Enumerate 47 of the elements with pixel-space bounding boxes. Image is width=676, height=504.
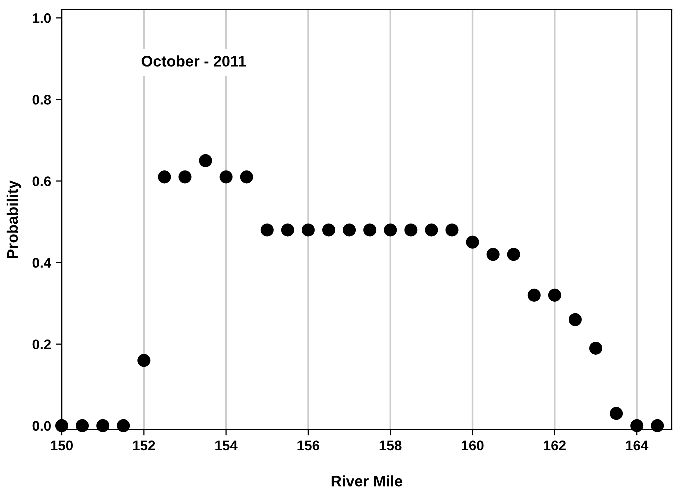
point <box>466 236 480 249</box>
point <box>610 407 624 420</box>
x-tick-label: 152 <box>133 440 156 451</box>
point <box>651 419 664 432</box>
point <box>322 224 336 237</box>
y-tick-label: 0.4 <box>32 258 52 268</box>
point <box>281 224 294 237</box>
point <box>76 419 90 432</box>
x-tick-label: 162 <box>544 440 566 451</box>
point <box>404 224 418 237</box>
y-tick-label: 1.0 <box>33 13 52 24</box>
point <box>568 313 582 326</box>
x-tick-label: 156 <box>298 440 320 451</box>
y-tick-label: 0.8 <box>32 95 52 105</box>
point <box>548 288 562 302</box>
point <box>507 248 520 262</box>
x-tick-label: 164 <box>626 440 649 451</box>
point <box>302 224 315 237</box>
y-tick-label: 0.0 <box>32 421 52 432</box>
point <box>384 224 398 237</box>
point <box>425 224 438 237</box>
point <box>96 419 110 432</box>
point <box>528 288 541 302</box>
point <box>220 170 233 184</box>
point <box>199 154 212 168</box>
point <box>158 170 172 184</box>
point <box>364 224 377 237</box>
x-tick-label: 154 <box>216 440 238 451</box>
x-tick-label: 158 <box>380 440 402 451</box>
point <box>630 419 644 432</box>
x-tick-label: 160 <box>462 440 484 451</box>
point <box>486 248 500 262</box>
x-tick-label: 150 <box>51 440 74 451</box>
point <box>260 224 274 237</box>
point <box>446 224 459 237</box>
annotation: October - 2011 <box>142 56 246 67</box>
point <box>590 342 603 355</box>
point <box>240 170 254 184</box>
y-axis-title: Probability <box>6 180 22 258</box>
point <box>178 170 192 184</box>
y-tick-label: 0.2 <box>32 340 52 350</box>
x-axis-title: River Mile <box>332 476 403 487</box>
y-tick-label: 0.6 <box>32 176 52 186</box>
point <box>117 419 130 432</box>
point <box>138 354 151 368</box>
point <box>55 419 69 432</box>
point <box>343 224 356 237</box>
